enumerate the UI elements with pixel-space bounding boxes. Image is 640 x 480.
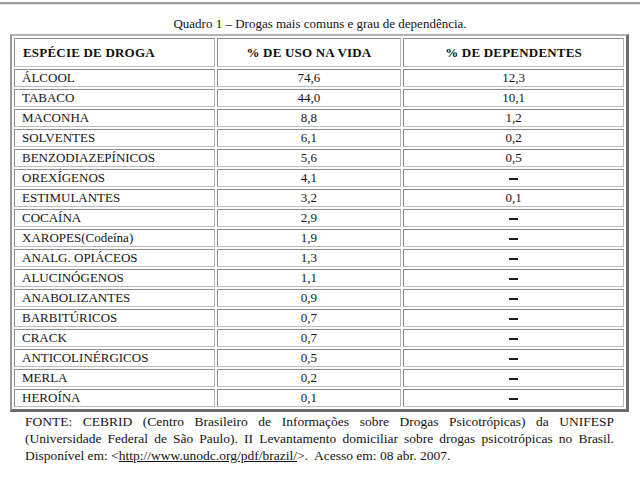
dependents-cell <box>403 309 624 327</box>
use-in-life-cell: 0,9 <box>217 289 402 307</box>
use-in-life-cell: 0,1 <box>217 389 402 407</box>
no-data-dash <box>509 318 518 320</box>
table-row: BARBITÚRICOS0,7 <box>14 309 624 327</box>
table-row: MERLA0,2 <box>14 369 624 387</box>
drug-name-cell: XAROPES(Codeína) <box>14 229 215 247</box>
dependents-cell <box>403 209 624 227</box>
drug-name-cell: MACONHA <box>14 109 215 127</box>
dependents-cell <box>403 169 624 187</box>
table-row: XAROPES(Codeína)1,9 <box>14 229 624 247</box>
drug-name-cell: TABACO <box>14 89 215 107</box>
no-data-dash <box>509 398 518 400</box>
source-note: FONTE: CEBRID (Centro Brasileiro de Info… <box>25 413 614 464</box>
no-data-dash <box>509 178 518 180</box>
dependents-cell <box>403 289 624 307</box>
drug-name-cell: BARBITÚRICOS <box>14 309 215 327</box>
table-row: TABACO44,010,1 <box>14 89 624 107</box>
drug-name-cell: CRACK <box>14 329 215 347</box>
use-in-life-cell: 0,7 <box>217 329 402 347</box>
table-row: ALUCINÓGENOS1,1 <box>14 269 624 287</box>
dependents-cell <box>403 389 624 407</box>
source-url: http://www.unodc.org/pdf/brazil/ <box>119 448 297 463</box>
use-in-life-cell: 6,1 <box>217 129 402 147</box>
table-row: COCAÍNA2,9 <box>14 209 624 227</box>
column-header-especie-de-droga: ESPÉCIE DE DROGA <box>14 38 215 67</box>
no-data-dash <box>509 298 518 300</box>
no-data-dash <box>509 278 518 280</box>
drug-name-cell: HEROÍNA <box>14 389 215 407</box>
drug-name-cell: ANABOLIZANTES <box>14 289 215 307</box>
table-header-row: ESPÉCIE DE DROGA % DE USO NA VIDA % DE D… <box>14 38 624 67</box>
use-in-life-cell: 74,6 <box>217 69 402 87</box>
use-in-life-cell: 3,2 <box>217 189 402 207</box>
table-row: ÁLCOOL74,612,3 <box>14 69 624 87</box>
dependents-cell <box>403 229 624 247</box>
table-row: ANABOLIZANTES0,9 <box>14 289 624 307</box>
top-rule-divider <box>0 2 640 5</box>
dependents-cell: 0,5 <box>403 149 624 167</box>
use-in-life-cell: 4,1 <box>217 169 402 187</box>
use-in-life-cell: 8,8 <box>217 109 402 127</box>
dependents-cell: 1,2 <box>403 109 624 127</box>
dependents-cell: 0,2 <box>403 129 624 147</box>
source-text-after-link: >. Acesso em: 08 abr. 2007. <box>297 448 450 463</box>
table-row: CRACK0,7 <box>14 329 624 347</box>
no-data-dash <box>509 218 518 220</box>
use-in-life-cell: 0,5 <box>217 349 402 367</box>
drug-dependence-table: ESPÉCIE DE DROGA % DE USO NA VIDA % DE D… <box>10 34 629 412</box>
dependents-cell: 10,1 <box>403 89 624 107</box>
drug-name-cell: ANALG. OPIÁCEOS <box>14 249 215 267</box>
table-row: ANTICOLINÉRGICOS0,5 <box>14 349 624 367</box>
drug-name-cell: OREXÍGENOS <box>14 169 215 187</box>
document-page: Quadro 1 – Drogas mais comuns e grau de … <box>0 0 640 480</box>
table-caption: Quadro 1 – Drogas mais comuns e grau de … <box>0 16 640 31</box>
table-body: ÁLCOOL74,612,3TABACO44,010,1MACONHA8,81,… <box>14 69 624 407</box>
drug-name-cell: ÁLCOOL <box>14 69 215 87</box>
dependents-cell <box>403 269 624 287</box>
table-row: OREXÍGENOS4,1 <box>14 169 624 187</box>
table-row: MACONHA8,81,2 <box>14 109 624 127</box>
drug-name-cell: COCAÍNA <box>14 209 215 227</box>
drug-name-cell: SOLVENTES <box>14 129 215 147</box>
dependents-cell <box>403 349 624 367</box>
dependents-cell <box>403 249 624 267</box>
drug-name-cell: BENZODIAZEPÍNICOS <box>14 149 215 167</box>
dependents-cell: 0,1 <box>403 189 624 207</box>
dependents-cell <box>403 329 624 347</box>
drug-name-cell: ESTIMULANTES <box>14 189 215 207</box>
use-in-life-cell: 0,7 <box>217 309 402 327</box>
table-row: SOLVENTES6,10,2 <box>14 129 624 147</box>
dependents-cell: 12,3 <box>403 69 624 87</box>
column-header-uso-na-vida: % DE USO NA VIDA <box>217 38 402 67</box>
column-header-dependentes: % DE DEPENDENTES <box>403 38 624 67</box>
no-data-dash <box>509 358 518 360</box>
drug-name-cell: ANTICOLINÉRGICOS <box>14 349 215 367</box>
use-in-life-cell: 1,3 <box>217 249 402 267</box>
no-data-dash <box>509 238 518 240</box>
use-in-life-cell: 44,0 <box>217 89 402 107</box>
use-in-life-cell: 0,2 <box>217 369 402 387</box>
use-in-life-cell: 2,9 <box>217 209 402 227</box>
use-in-life-cell: 5,6 <box>217 149 402 167</box>
drug-name-cell: MERLA <box>14 369 215 387</box>
no-data-dash <box>509 378 518 380</box>
drug-name-cell: ALUCINÓGENOS <box>14 269 215 287</box>
dependents-cell <box>403 369 624 387</box>
table-row: BENZODIAZEPÍNICOS5,60,5 <box>14 149 624 167</box>
use-in-life-cell: 1,1 <box>217 269 402 287</box>
table-row: ESTIMULANTES3,20,1 <box>14 189 624 207</box>
no-data-dash <box>509 338 518 340</box>
use-in-life-cell: 1,9 <box>217 229 402 247</box>
no-data-dash <box>509 258 518 260</box>
table-row: ANALG. OPIÁCEOS1,3 <box>14 249 624 267</box>
table-row: HEROÍNA0,1 <box>14 389 624 407</box>
